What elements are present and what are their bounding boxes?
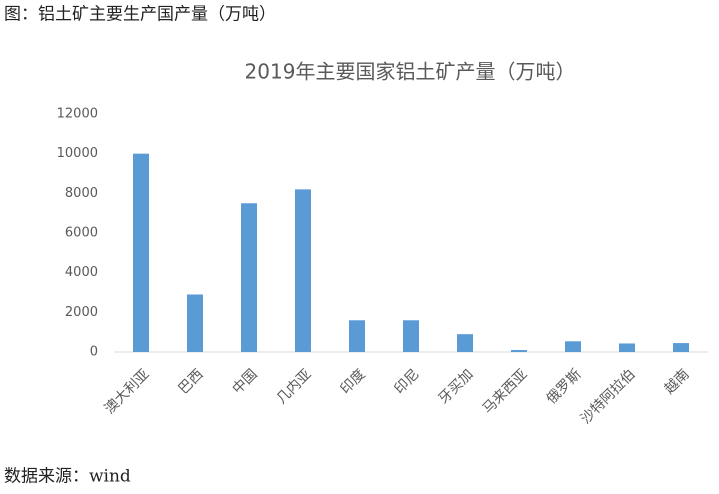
y-tick-label: 0 [90,345,98,360]
bar [349,320,365,352]
bar [133,153,149,352]
x-tick-label: 印尼 [392,366,423,397]
bar [619,343,635,352]
source: 数据来源：wind [4,467,131,487]
x-tick-label: 越南 [662,366,693,397]
y-tick-label: 10000 [57,146,98,161]
bar [403,320,419,352]
bar [187,294,203,352]
x-tick-label: 牙买加 [436,366,477,407]
y-tick-label: 12000 [57,107,98,122]
chart-title: 2019年主要国家铝土矿产量（万吨） [245,60,576,84]
x-tick-label: 印度 [338,366,369,397]
x-tick-label: 澳大利亚 [102,366,153,417]
x-tick-label: 巴西 [176,366,207,397]
bar [673,343,689,352]
x-tick-label: 几内亚 [274,366,315,407]
y-tick-label: 4000 [65,265,98,280]
x-tick-label: 沙特阿拉伯 [578,366,639,427]
bar [295,189,311,352]
y-tick-label: 8000 [65,186,98,201]
y-tick-label: 6000 [65,226,98,241]
bar [241,203,257,352]
bar [457,334,473,352]
bar [511,350,527,352]
bar [565,341,581,352]
caption: 图：铝土矿主要生产国产量（万吨） [4,5,276,25]
y-tick-label: 2000 [65,305,98,320]
x-tick-label: 中国 [230,366,261,397]
x-tick-label: 马来西亚 [480,366,531,417]
x-tick-label: 俄罗斯 [544,366,585,407]
